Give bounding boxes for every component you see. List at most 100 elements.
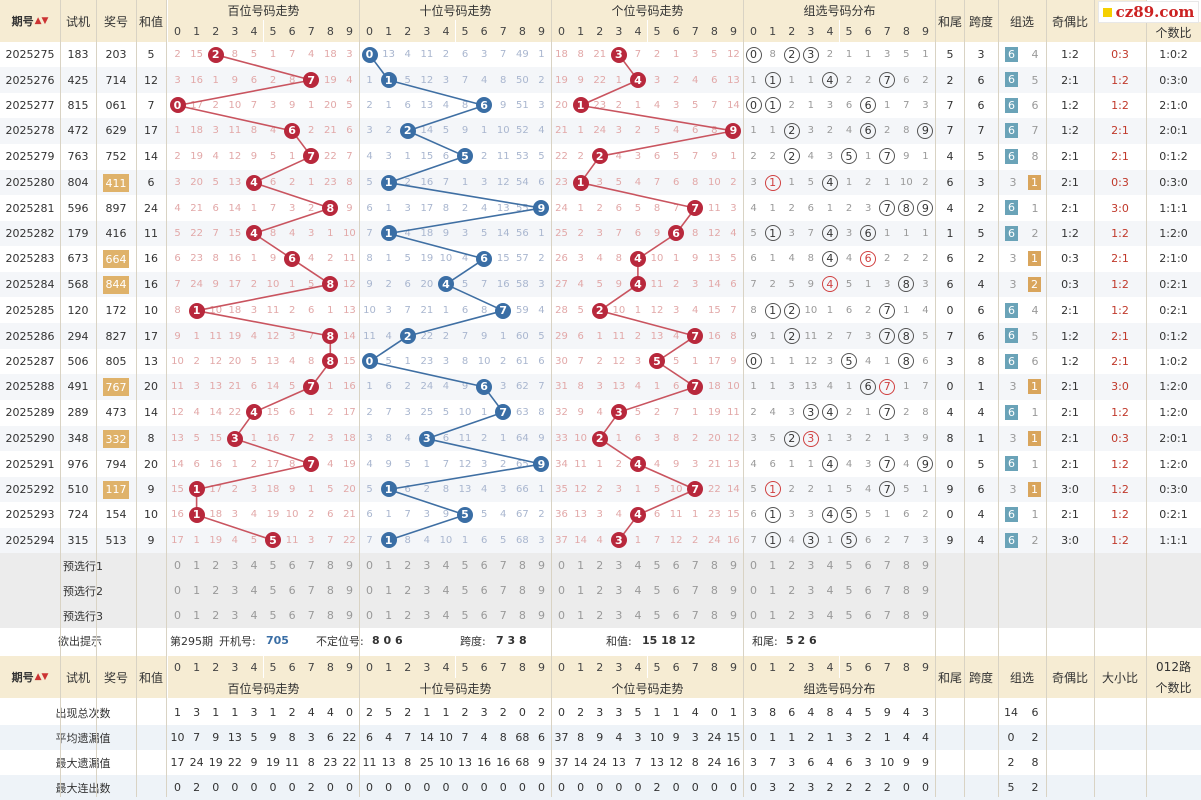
preselect-digit[interactable]: 2 (404, 609, 412, 622)
preselect-digit[interactable]: 6 (480, 609, 488, 622)
sort-arrow-icon[interactable]: ▲▼ (34, 16, 49, 26)
preselect-digit[interactable]: 2 (212, 584, 220, 597)
preselect-digit[interactable]: 6 (480, 559, 488, 572)
preselect-digit[interactable]: 8 (518, 584, 526, 597)
preselect-digit[interactable]: 5 (845, 584, 853, 597)
preselect-digit[interactable]: 2 (212, 609, 220, 622)
preselect-digit[interactable]: 0 (558, 609, 566, 622)
preselect-digit[interactable]: 0 (174, 584, 182, 597)
preselect-digit[interactable]: 9 (537, 609, 545, 622)
preselect-digit[interactable]: 1 (193, 584, 201, 597)
preselect-digit[interactable]: 9 (345, 584, 353, 597)
preselect-digit[interactable]: 5 (845, 559, 853, 572)
preselect-digit[interactable]: 5 (653, 559, 661, 572)
preselect-digit[interactable]: 0 (750, 559, 758, 572)
preselect-digit[interactable]: 8 (902, 584, 910, 597)
preselect-digit[interactable]: 5 (461, 584, 469, 597)
preselect-digit[interactable]: 1 (769, 584, 777, 597)
preselect-digit[interactable]: 5 (653, 609, 661, 622)
preselect-digit[interactable]: 1 (385, 609, 393, 622)
preselect-digit[interactable]: 3 (807, 584, 815, 597)
preselect-digit[interactable]: 7 (883, 609, 891, 622)
preselect-digit[interactable]: 9 (537, 584, 545, 597)
preselect-digit[interactable]: 7 (883, 559, 891, 572)
preselect-digit[interactable]: 1 (577, 584, 585, 597)
preselect-digit[interactable]: 0 (174, 559, 182, 572)
preselect-digit[interactable]: 1 (577, 609, 585, 622)
preselect-digit[interactable]: 2 (788, 609, 796, 622)
preselect-digit[interactable]: 6 (288, 584, 296, 597)
preselect-digit[interactable]: 1 (193, 559, 201, 572)
preselect-digit[interactable]: 9 (729, 584, 737, 597)
preselect-digit[interactable]: 4 (634, 609, 642, 622)
preselect-digit[interactable]: 5 (269, 559, 277, 572)
preselect-digit[interactable]: 9 (729, 609, 737, 622)
preselect-digit[interactable]: 6 (288, 609, 296, 622)
preselect-digit[interactable]: 3 (615, 609, 623, 622)
preselect-digit[interactable]: 3 (615, 559, 623, 572)
preselect-digit[interactable]: 7 (499, 559, 507, 572)
preselect-digit[interactable]: 8 (326, 559, 334, 572)
preselect-digit[interactable]: 9 (921, 584, 929, 597)
preselect-digit[interactable]: 5 (845, 609, 853, 622)
preselect-digit[interactable]: 8 (518, 609, 526, 622)
preselect-digit[interactable]: 3 (807, 559, 815, 572)
preselect-digit[interactable]: 8 (902, 559, 910, 572)
preselect-digit[interactable]: 4 (442, 584, 450, 597)
preselect-digit[interactable]: 3 (231, 559, 239, 572)
site-logo[interactable]: cz89.com (1098, 1, 1199, 23)
preselect-digit[interactable]: 4 (250, 584, 258, 597)
preselect-digit[interactable]: 4 (250, 609, 258, 622)
preselect-digit[interactable]: 2 (788, 559, 796, 572)
preselect-digit[interactable]: 6 (672, 609, 680, 622)
preselect-digit[interactable]: 7 (691, 584, 699, 597)
preselect-digit[interactable]: 3 (423, 584, 431, 597)
preselect-digit[interactable]: 3 (423, 609, 431, 622)
preselect-digit[interactable]: 6 (288, 559, 296, 572)
preselect-digit[interactable]: 4 (826, 559, 834, 572)
preselect-digit[interactable]: 4 (634, 559, 642, 572)
preselect-digit[interactable]: 8 (710, 559, 718, 572)
preselect-digit[interactable]: 3 (615, 584, 623, 597)
preselect-digit[interactable]: 2 (404, 584, 412, 597)
preselect-digit[interactable]: 0 (366, 584, 374, 597)
preselect-digit[interactable]: 4 (442, 609, 450, 622)
preselect-digit[interactable]: 8 (326, 609, 334, 622)
preselect-digit[interactable]: 6 (480, 584, 488, 597)
preselect-digit[interactable]: 1 (577, 559, 585, 572)
preselect-digit[interactable]: 2 (596, 584, 604, 597)
preselect-digit[interactable]: 2 (788, 584, 796, 597)
preselect-digit[interactable]: 6 (864, 584, 872, 597)
sort-arrow-icon[interactable]: ▲▼ (34, 672, 49, 682)
preselect-digit[interactable]: 4 (442, 559, 450, 572)
preselect-digit[interactable]: 0 (366, 559, 374, 572)
preselect-digit[interactable]: 8 (326, 584, 334, 597)
preselect-digit[interactable]: 6 (864, 559, 872, 572)
preselect-digit[interactable]: 5 (269, 584, 277, 597)
preselect-digit[interactable]: 1 (193, 609, 201, 622)
preselect-digit[interactable]: 7 (307, 584, 315, 597)
preselect-digit[interactable]: 4 (826, 584, 834, 597)
preselect-digit[interactable]: 1 (385, 559, 393, 572)
preselect-digit[interactable]: 0 (750, 609, 758, 622)
preselect-digit[interactable]: 4 (826, 609, 834, 622)
preselect-digit[interactable]: 9 (345, 559, 353, 572)
preselect-digit[interactable]: 9 (537, 559, 545, 572)
preselect-digit[interactable]: 3 (807, 609, 815, 622)
preselect-digit[interactable]: 5 (461, 559, 469, 572)
preselect-digit[interactable]: 6 (672, 559, 680, 572)
preselect-digit[interactable]: 2 (596, 559, 604, 572)
preselect-digit[interactable]: 0 (558, 584, 566, 597)
preselect-digit[interactable]: 7 (307, 559, 315, 572)
preselect-digit[interactable]: 6 (672, 584, 680, 597)
preselect-digit[interactable]: 0 (750, 584, 758, 597)
preselect-digit[interactable]: 9 (345, 609, 353, 622)
preselect-digit[interactable]: 7 (883, 584, 891, 597)
preselect-digit[interactable]: 2 (404, 559, 412, 572)
preselect-digit[interactable]: 7 (691, 559, 699, 572)
preselect-digit[interactable]: 1 (769, 559, 777, 572)
preselect-digit[interactable]: 1 (769, 609, 777, 622)
preselect-digit[interactable]: 7 (307, 609, 315, 622)
preselect-digit[interactable]: 9 (729, 559, 737, 572)
preselect-digit[interactable]: 0 (558, 559, 566, 572)
